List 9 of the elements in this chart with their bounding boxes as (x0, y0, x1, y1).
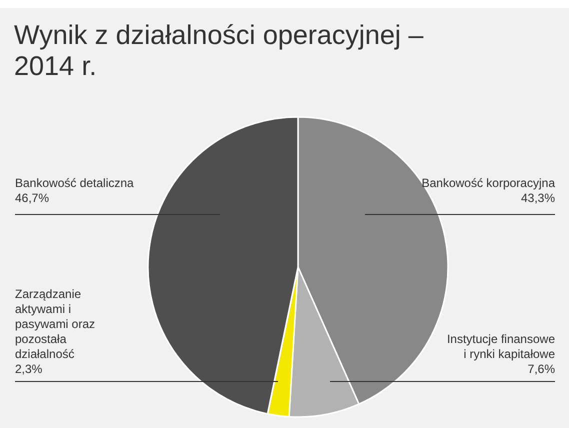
slice-label: Instytucje finansowe i rynki kapitałowe (446, 332, 555, 362)
data-label: 46,7% (15, 191, 50, 206)
data-label: 2,3% (15, 362, 44, 377)
slice-label: Bankowość korporacyjna (420, 176, 555, 191)
data-label: 7,6% (526, 362, 555, 377)
chart-title: Wynik z działalności operacyjnej – 2014 r. (14, 20, 424, 82)
slice-label: Bankowość detaliczna (15, 176, 135, 191)
data-label: 43,3% (520, 191, 555, 206)
slice-label: Zarządzanie aktywami i pasywami oraz pozostała działalność (15, 287, 96, 362)
